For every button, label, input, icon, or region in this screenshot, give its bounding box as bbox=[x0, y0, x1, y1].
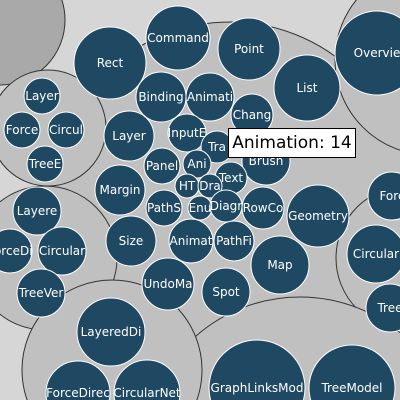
leaf-label-forcedi: ForceDi bbox=[0, 244, 33, 258]
leaf-circle-undoma[interactable] bbox=[141, 257, 195, 311]
leaf-label-margin: Margin bbox=[100, 183, 141, 197]
leaf-circle-ani[interactable] bbox=[182, 149, 212, 179]
hover-tooltip: Animation: 14 bbox=[228, 128, 356, 158]
leaf-label-pathfi: PathFi bbox=[216, 234, 252, 248]
leaf-label-text: Text bbox=[218, 171, 244, 185]
leaf-circle-command[interactable] bbox=[145, 5, 211, 71]
leaf-circle-layereddi[interactable] bbox=[76, 297, 146, 367]
leaf-circle-pathfi[interactable] bbox=[213, 220, 255, 262]
leaf-circle-layer[interactable] bbox=[103, 110, 155, 162]
leaf-label-list: List bbox=[297, 81, 318, 95]
leaf-label-circular: Circular bbox=[353, 247, 399, 261]
leaf-circle-circul[interactable] bbox=[47, 111, 85, 149]
leaf-circle-size[interactable] bbox=[105, 215, 157, 267]
leaf-circle-forc[interactable] bbox=[367, 171, 400, 221]
leaf-label-panel: Panel bbox=[146, 159, 178, 173]
leaf-label-layer: Layer bbox=[25, 89, 59, 103]
leaf-label-size: Size bbox=[119, 234, 144, 248]
leaf-label-tra: Tra bbox=[207, 140, 226, 154]
leaf-label-ani: Ani bbox=[187, 157, 206, 171]
leaf-label-layereddi: LayeredDi bbox=[81, 325, 142, 339]
leaf-label-circul: Circul bbox=[49, 123, 83, 137]
leaf-circle-list[interactable] bbox=[273, 54, 341, 122]
leaf-label-treemodel: TreeModel bbox=[320, 381, 382, 395]
leaf-circle-rect[interactable] bbox=[73, 26, 147, 100]
leaf-circle-circular[interactable] bbox=[37, 226, 87, 276]
leaf-circle-animati[interactable] bbox=[185, 72, 235, 122]
leaf-circle-treemodel[interactable] bbox=[308, 344, 396, 400]
leaf-circle-dra[interactable] bbox=[197, 173, 223, 199]
leaf-circle-overvie[interactable] bbox=[334, 10, 400, 96]
leaf-circle-point[interactable] bbox=[217, 17, 281, 81]
leaf-label-undoma: UndoMa bbox=[143, 277, 192, 291]
leaf-label-treever: TreeVer bbox=[18, 286, 64, 300]
leaf-label-diagr: Diagr bbox=[210, 199, 243, 213]
leaf-label-map: Map bbox=[267, 258, 292, 272]
leaf-label-dra: Dra bbox=[199, 179, 221, 193]
leaf-circle-treever[interactable] bbox=[16, 268, 66, 318]
leaf-label-animat: Animat bbox=[170, 234, 213, 248]
leaf-circle-graphlinksmod[interactable] bbox=[208, 339, 306, 400]
leaf-circle-animat[interactable] bbox=[168, 218, 214, 264]
leaf-label-spot: Spot bbox=[212, 285, 240, 299]
leaf-label-paths: PathS bbox=[147, 201, 181, 215]
leaf-circle-circularnet[interactable] bbox=[113, 359, 181, 400]
leaf-circle-tree[interactable] bbox=[365, 283, 400, 333]
leaf-circle-spot[interactable] bbox=[201, 267, 251, 317]
leaf-label-force: Force bbox=[6, 123, 38, 137]
leaf-label-overvie: Overvie bbox=[354, 46, 400, 60]
leaf-label-tree: Tree bbox=[376, 301, 400, 315]
leaf-circle-forcedirec[interactable] bbox=[45, 360, 111, 400]
leaf-label-rect: Rect bbox=[97, 56, 124, 70]
leaf-label-graphlinksmod: GraphLinksMod bbox=[211, 381, 304, 395]
leaf-circle-treee[interactable] bbox=[26, 145, 64, 183]
leaf-label-circularnet: CircularNet bbox=[113, 386, 181, 400]
leaf-label-forcedirec: ForceDirec bbox=[46, 386, 110, 400]
leaf-label-circular: Circular bbox=[39, 244, 85, 258]
leaf-circle-layere[interactable] bbox=[12, 186, 62, 236]
leaf-label-animati: Animati bbox=[187, 90, 233, 104]
leaf-circle-layer[interactable] bbox=[23, 77, 61, 115]
leaf-circle-panel[interactable] bbox=[143, 147, 181, 185]
leaf-label-chang: Chang bbox=[233, 108, 272, 122]
leaf-label-treee: TreeE bbox=[28, 157, 62, 171]
group-circle-topleft[interactable] bbox=[0, 0, 66, 86]
leaf-circle-map[interactable] bbox=[250, 235, 310, 295]
leaf-label-command: Command bbox=[147, 31, 209, 45]
leaf-label-enu: Enu bbox=[189, 201, 212, 215]
leaf-label-binding: Binding bbox=[138, 90, 183, 104]
leaf-circle-margin[interactable] bbox=[94, 164, 146, 216]
leaf-label-geometry: Geometry bbox=[288, 209, 348, 223]
leaf-label-rowco: RowCo bbox=[243, 201, 284, 215]
leaf-circle-inpute[interactable] bbox=[167, 113, 207, 153]
leaf-label-layere: Layere bbox=[17, 204, 58, 218]
leaf-label-inpute: InputE bbox=[168, 126, 207, 140]
leaf-circle-rowco[interactable] bbox=[241, 186, 285, 230]
leaf-circle-geometry[interactable] bbox=[286, 184, 350, 248]
leaf-label-forc: Forc bbox=[379, 189, 400, 203]
leaf-label-ht: HT bbox=[179, 179, 196, 193]
leaf-circle-force[interactable] bbox=[3, 111, 41, 149]
leaf-circle-circular[interactable] bbox=[346, 224, 400, 284]
leaf-circle-paths[interactable] bbox=[145, 189, 183, 227]
leaf-circle-forcedi[interactable] bbox=[0, 228, 33, 274]
leaf-label-layer: Layer bbox=[112, 129, 146, 143]
leaf-label-point: Point bbox=[234, 42, 264, 56]
